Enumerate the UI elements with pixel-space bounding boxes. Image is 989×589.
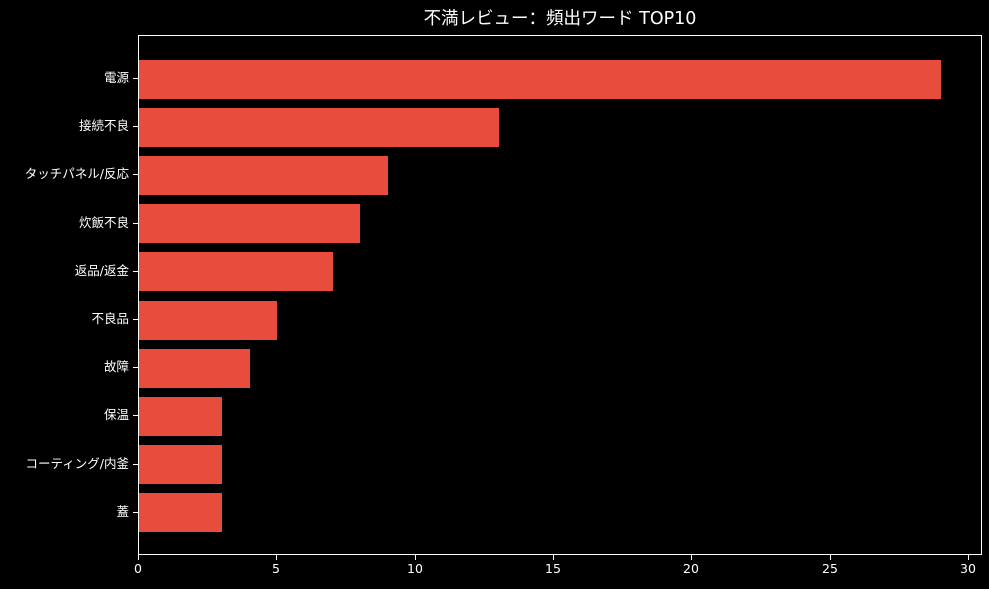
- bar: [139, 60, 941, 99]
- y-tick-mark: [133, 464, 138, 465]
- chart-title: 不満レビュー：頻出ワード TOP10: [423, 9, 697, 29]
- y-axis-category-label: 接続不良: [78, 118, 129, 133]
- x-tick-mark: [968, 555, 969, 560]
- bar: [139, 397, 222, 436]
- y-tick-mark: [133, 223, 138, 224]
- bar: [139, 204, 360, 243]
- y-tick-mark: [133, 174, 138, 175]
- x-tick-label: 10: [407, 561, 423, 576]
- y-tick-mark: [133, 512, 138, 513]
- x-tick-mark: [276, 555, 277, 560]
- y-axis-category-label: 電源: [103, 70, 129, 85]
- y-axis-category-label: 保温: [103, 407, 129, 422]
- x-tick-mark: [138, 555, 139, 560]
- y-axis-category-label: タッチパネル/反応: [24, 166, 129, 181]
- y-tick-mark: [133, 367, 138, 368]
- bar: [139, 301, 277, 340]
- y-tick-mark: [133, 415, 138, 416]
- y-axis-category-label: 返品/返金: [74, 263, 129, 278]
- x-tick-mark: [415, 555, 416, 560]
- x-tick-label: 15: [545, 561, 561, 576]
- y-axis-category-label: 炊飯不良: [78, 215, 129, 230]
- y-tick-mark: [133, 126, 138, 127]
- x-tick-mark: [830, 555, 831, 560]
- x-tick-mark: [553, 555, 554, 560]
- y-axis-category-label: 故障: [103, 359, 129, 374]
- bar: [139, 252, 333, 291]
- x-tick-label: 20: [683, 561, 699, 576]
- bar: [139, 108, 499, 147]
- y-tick-mark: [133, 271, 138, 272]
- y-tick-mark: [133, 78, 138, 79]
- y-axis-category-label: コーティング/内釜: [25, 456, 129, 471]
- bar: [139, 493, 222, 532]
- x-tick-label: 25: [822, 561, 838, 576]
- y-tick-mark: [133, 319, 138, 320]
- x-tick-label: 30: [960, 561, 976, 576]
- plot-area: [138, 35, 982, 555]
- x-tick-label: 5: [272, 561, 280, 576]
- bar: [139, 349, 250, 388]
- y-axis-category-label: 蓋: [116, 504, 129, 519]
- bar: [139, 445, 222, 484]
- x-tick-mark: [691, 555, 692, 560]
- bar: [139, 156, 388, 195]
- x-tick-label: 0: [134, 561, 142, 576]
- y-axis-category-label: 不良品: [91, 311, 129, 326]
